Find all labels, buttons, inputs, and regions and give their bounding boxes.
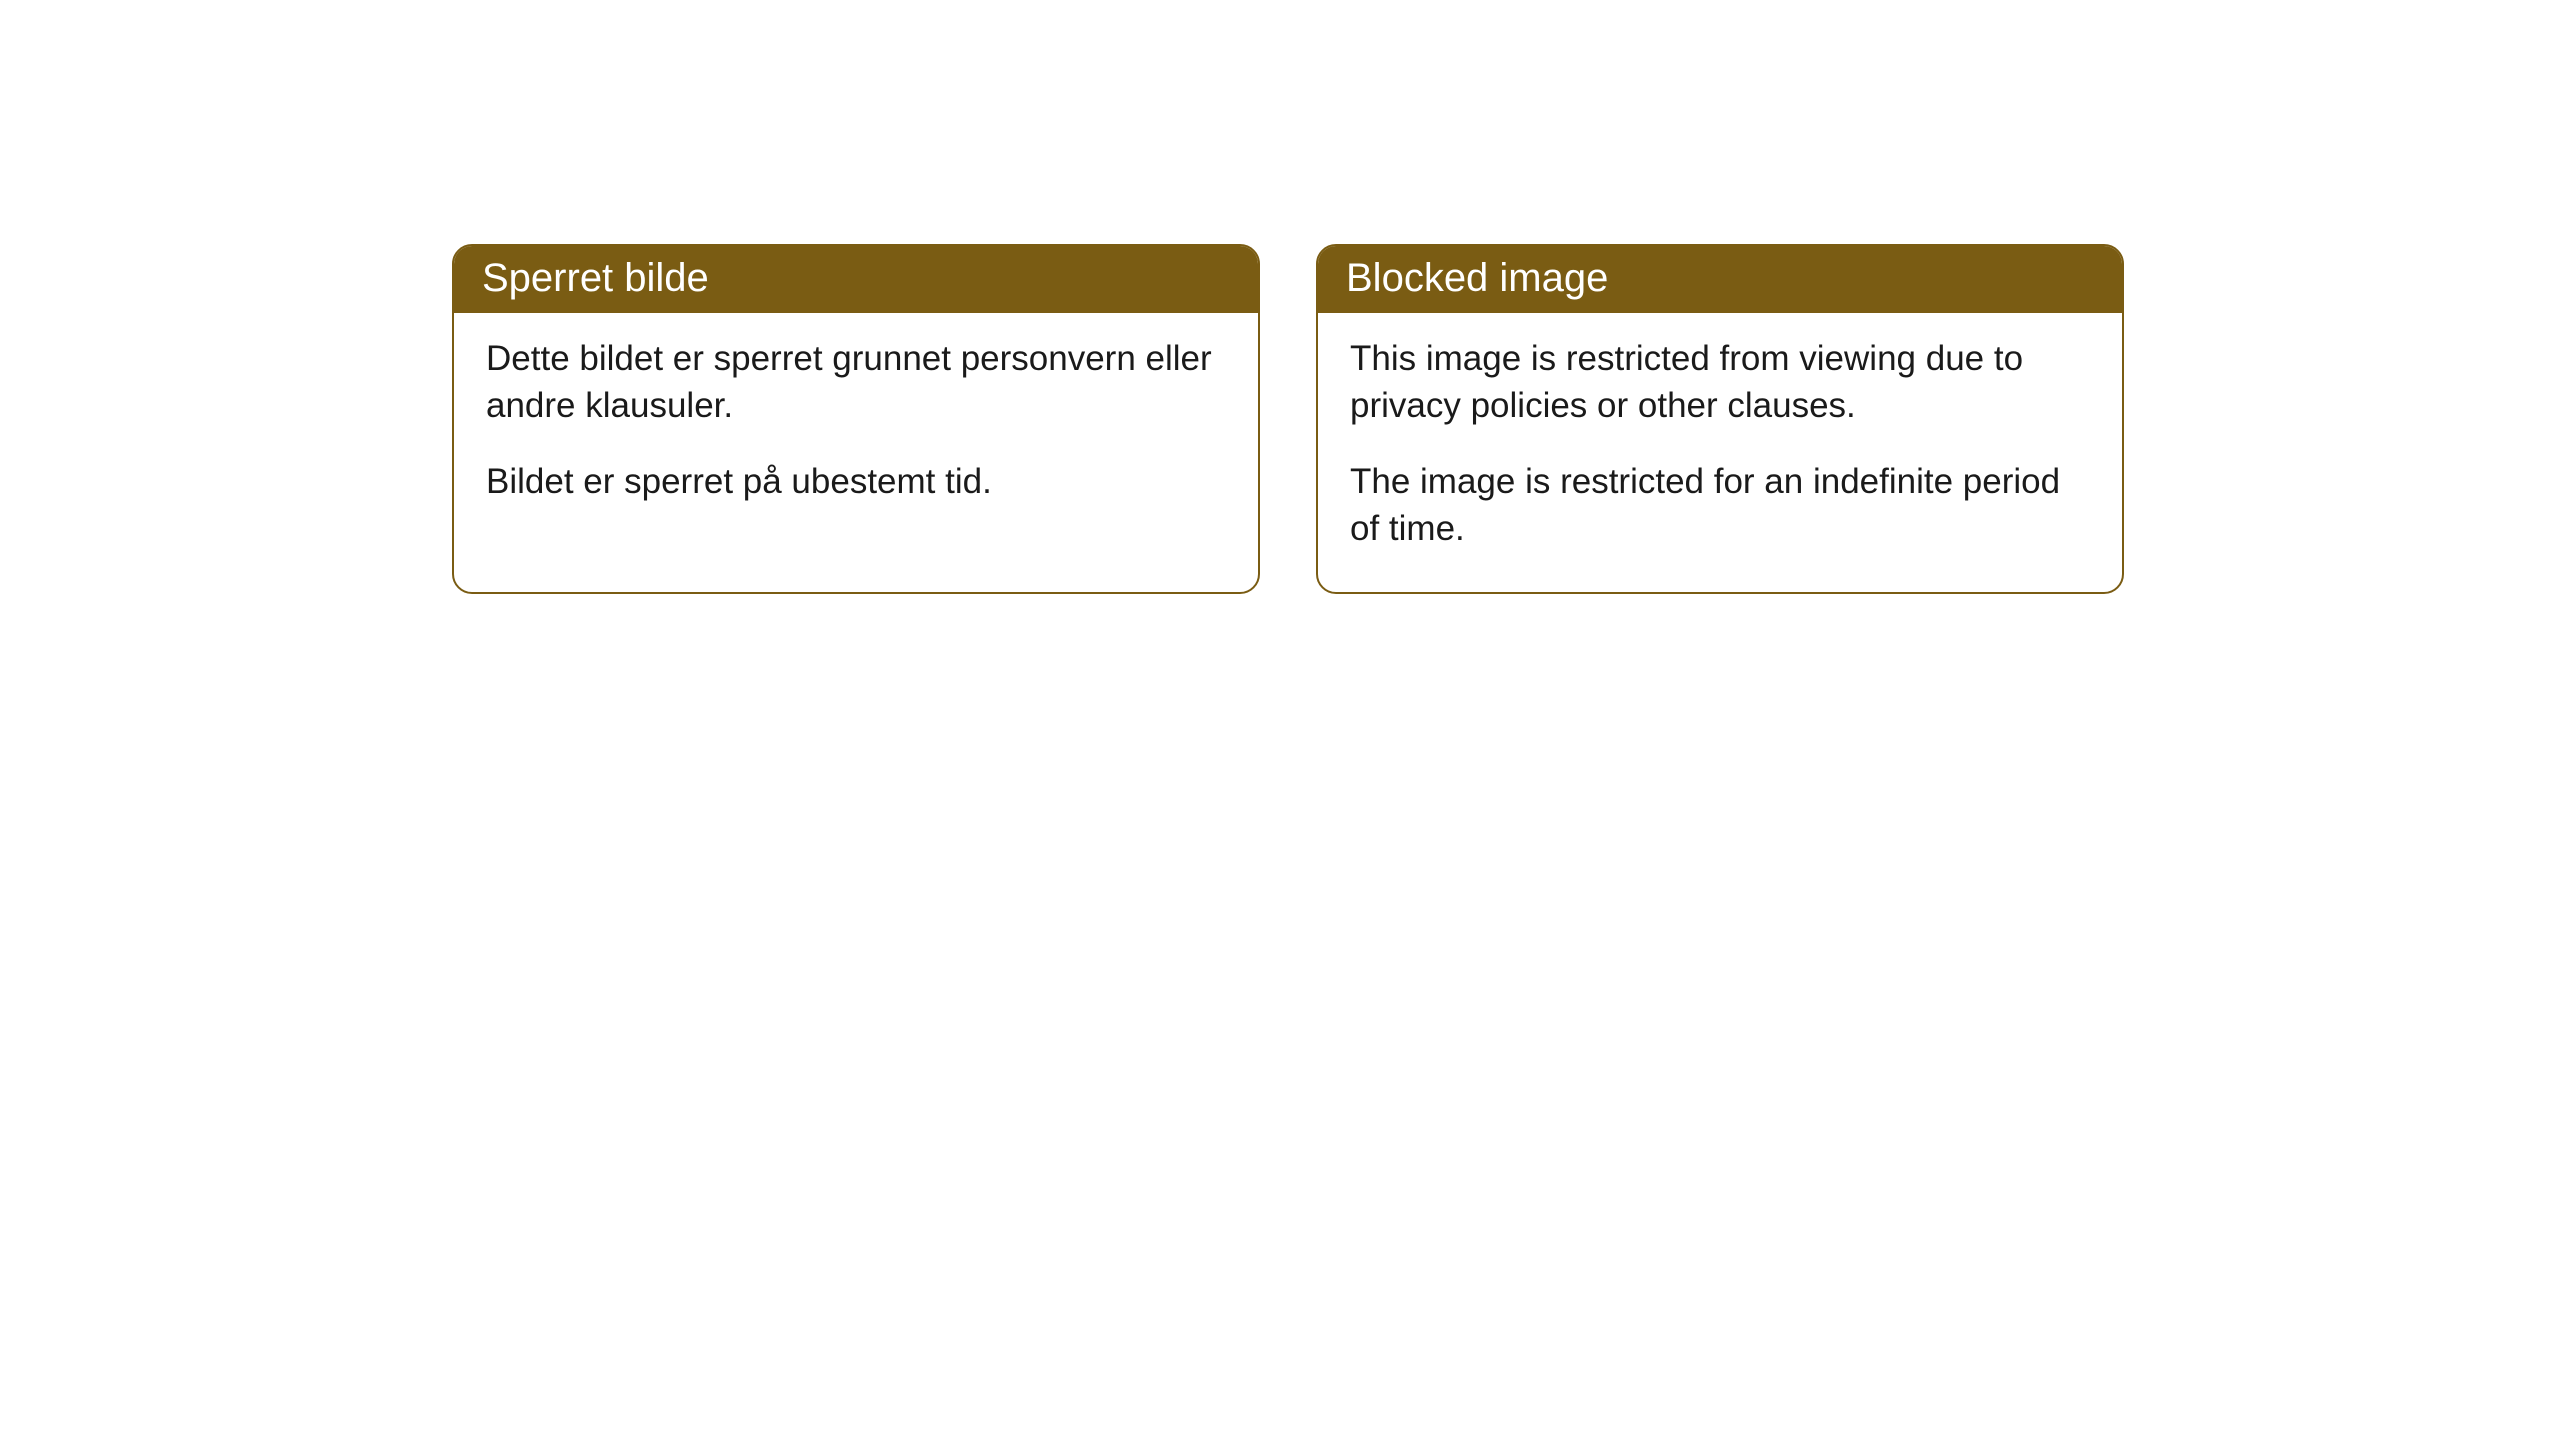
card-paragraph-1: Dette bildet er sperret grunnet personve… xyxy=(486,335,1226,430)
card-title: Sperret bilde xyxy=(482,256,709,300)
card-paragraph-2: Bildet er sperret på ubestemt tid. xyxy=(486,458,1226,505)
blocked-image-card-norwegian: Sperret bilde Dette bildet er sperret gr… xyxy=(452,244,1260,594)
card-body: This image is restricted from viewing du… xyxy=(1318,313,2122,592)
card-header: Sperret bilde xyxy=(454,246,1258,313)
card-title: Blocked image xyxy=(1346,256,1608,300)
card-paragraph-2: The image is restricted for an indefinit… xyxy=(1350,458,2090,553)
card-body: Dette bildet er sperret grunnet personve… xyxy=(454,313,1258,545)
card-header: Blocked image xyxy=(1318,246,2122,313)
blocked-image-card-english: Blocked image This image is restricted f… xyxy=(1316,244,2124,594)
notice-cards-container: Sperret bilde Dette bildet er sperret gr… xyxy=(452,244,2124,594)
card-paragraph-1: This image is restricted from viewing du… xyxy=(1350,335,2090,430)
